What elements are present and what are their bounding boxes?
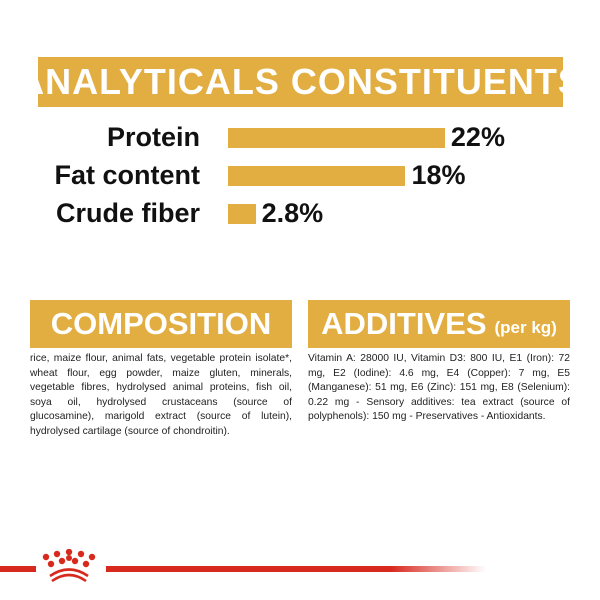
constituent-value: 22% — [450, 122, 505, 152]
composition-banner: COMPOSITION — [30, 300, 292, 348]
additives-title: ADDITIVES — [321, 306, 487, 341]
royal-canin-crown-icon — [42, 549, 96, 583]
brand-line-left — [0, 566, 36, 572]
constituent-row-fiber: Crude fiber 2.8% — [0, 198, 600, 228]
brand-line — [106, 566, 486, 572]
constituent-bar — [228, 128, 445, 148]
composition-title: COMPOSITION — [50, 306, 272, 341]
constituent-bar — [228, 204, 256, 224]
constituent-row-protein: Protein 22% — [0, 122, 600, 152]
composition-text: rice, maize flour, animal fats, vegetabl… — [30, 353, 292, 437]
analyticals-title: ANALYTICALS CONSTITUENTS — [18, 61, 583, 102]
additives-text: Vitamin A: 28000 IU, Vitamin D3: 800 IU,… — [308, 353, 570, 423]
constituent-value: 2.8% — [261, 198, 324, 228]
constituent-bar — [228, 166, 406, 186]
constituent-label: Fat content — [54, 160, 201, 190]
constituent-row-fat: Fat content 18% — [0, 160, 600, 190]
analyticals-banner: ANALYTICALS CONSTITUENTS — [18, 57, 582, 107]
constituent-label: Crude fiber — [55, 198, 200, 228]
additives-banner: ADDITIVES (per kg) — [308, 300, 570, 348]
constituent-label: Protein — [106, 122, 200, 152]
additives-unit: (per kg) — [494, 318, 557, 337]
constituent-value: 18% — [411, 160, 466, 190]
